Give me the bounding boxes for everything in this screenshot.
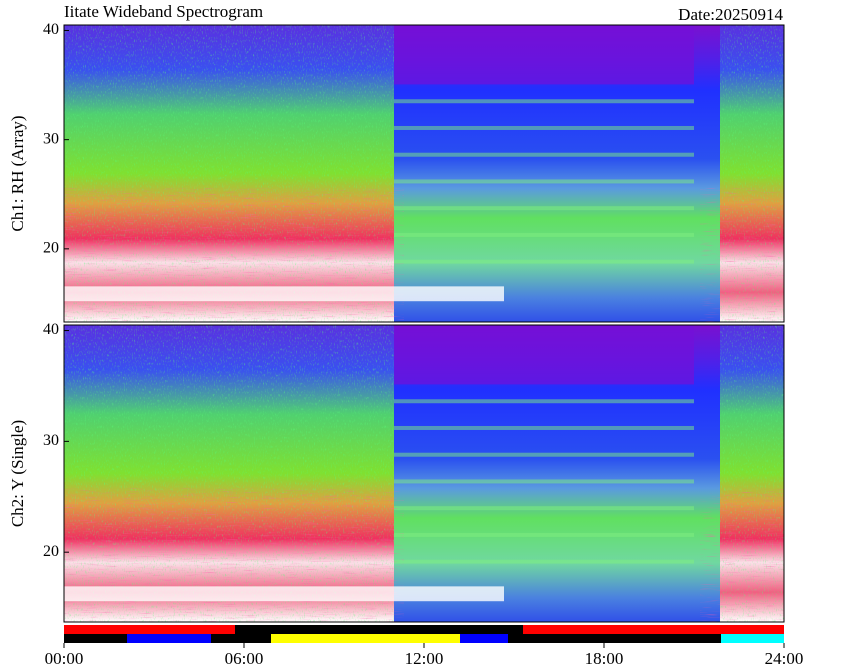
white-band — [64, 286, 504, 302]
y-tick-label: 20 — [43, 240, 59, 257]
spectrogram-stripe — [394, 399, 694, 404]
spectrogram-stripe — [394, 99, 694, 104]
status-band — [460, 634, 508, 643]
status-band — [64, 634, 127, 643]
x-tick-label: 06:00 — [225, 649, 264, 668]
y-tick-label: 20 — [43, 543, 59, 560]
status-band — [721, 634, 784, 643]
spectrogram-stripe — [394, 425, 694, 430]
chart-title: Iitate Wideband Spectrogram — [64, 2, 263, 21]
y-tick-label: 40 — [43, 321, 59, 338]
spectrogram-stripe — [394, 125, 694, 130]
panel-frame — [63, 24, 785, 323]
spectrogram-stripe — [394, 152, 694, 157]
status-band — [271, 634, 460, 643]
spectrogram-stripe — [394, 452, 694, 457]
spectrogram-stripe — [394, 559, 694, 564]
x-tick-label: 18:00 — [585, 649, 624, 668]
y-axis-label: Ch1: RH (Array) — [8, 115, 27, 231]
panel-frame — [63, 324, 785, 623]
status-band — [127, 634, 211, 643]
status-band — [235, 625, 523, 634]
status-band — [211, 634, 271, 643]
spectrogram-stripe — [394, 506, 694, 511]
spectrogram-stripe — [394, 259, 694, 264]
y-axis-label: Ch2: Y (Single) — [8, 420, 27, 527]
date-label: Date:20250914 — [678, 5, 783, 24]
status-band — [508, 634, 721, 643]
x-tick-label: 00:00 — [45, 649, 84, 668]
spectrogram-panels — [63, 24, 785, 623]
status-band — [64, 625, 235, 634]
spectrogram-day-top — [394, 325, 694, 385]
spectrogram-stripe — [394, 479, 694, 484]
y-tick-label: 40 — [43, 21, 59, 38]
spectrogram-noise — [700, 188, 784, 322]
status-band — [523, 625, 784, 634]
white-band — [64, 586, 504, 602]
spectrogram-noise — [700, 488, 784, 622]
spectrogram-noise — [64, 188, 404, 322]
spectrogram-noise — [64, 488, 404, 622]
x-tick-label: 24:00 — [765, 649, 804, 668]
spectrogram-stripe — [394, 206, 694, 211]
spectrogram-stripe — [394, 179, 694, 184]
y-tick-label: 30 — [43, 130, 59, 147]
x-tick-label: 12:00 — [405, 649, 444, 668]
spectrogram-day-top — [394, 25, 694, 85]
spectrogram-stripe — [394, 532, 694, 537]
y-tick-label: 30 — [43, 432, 59, 449]
spectrogram-stripe — [394, 232, 694, 237]
